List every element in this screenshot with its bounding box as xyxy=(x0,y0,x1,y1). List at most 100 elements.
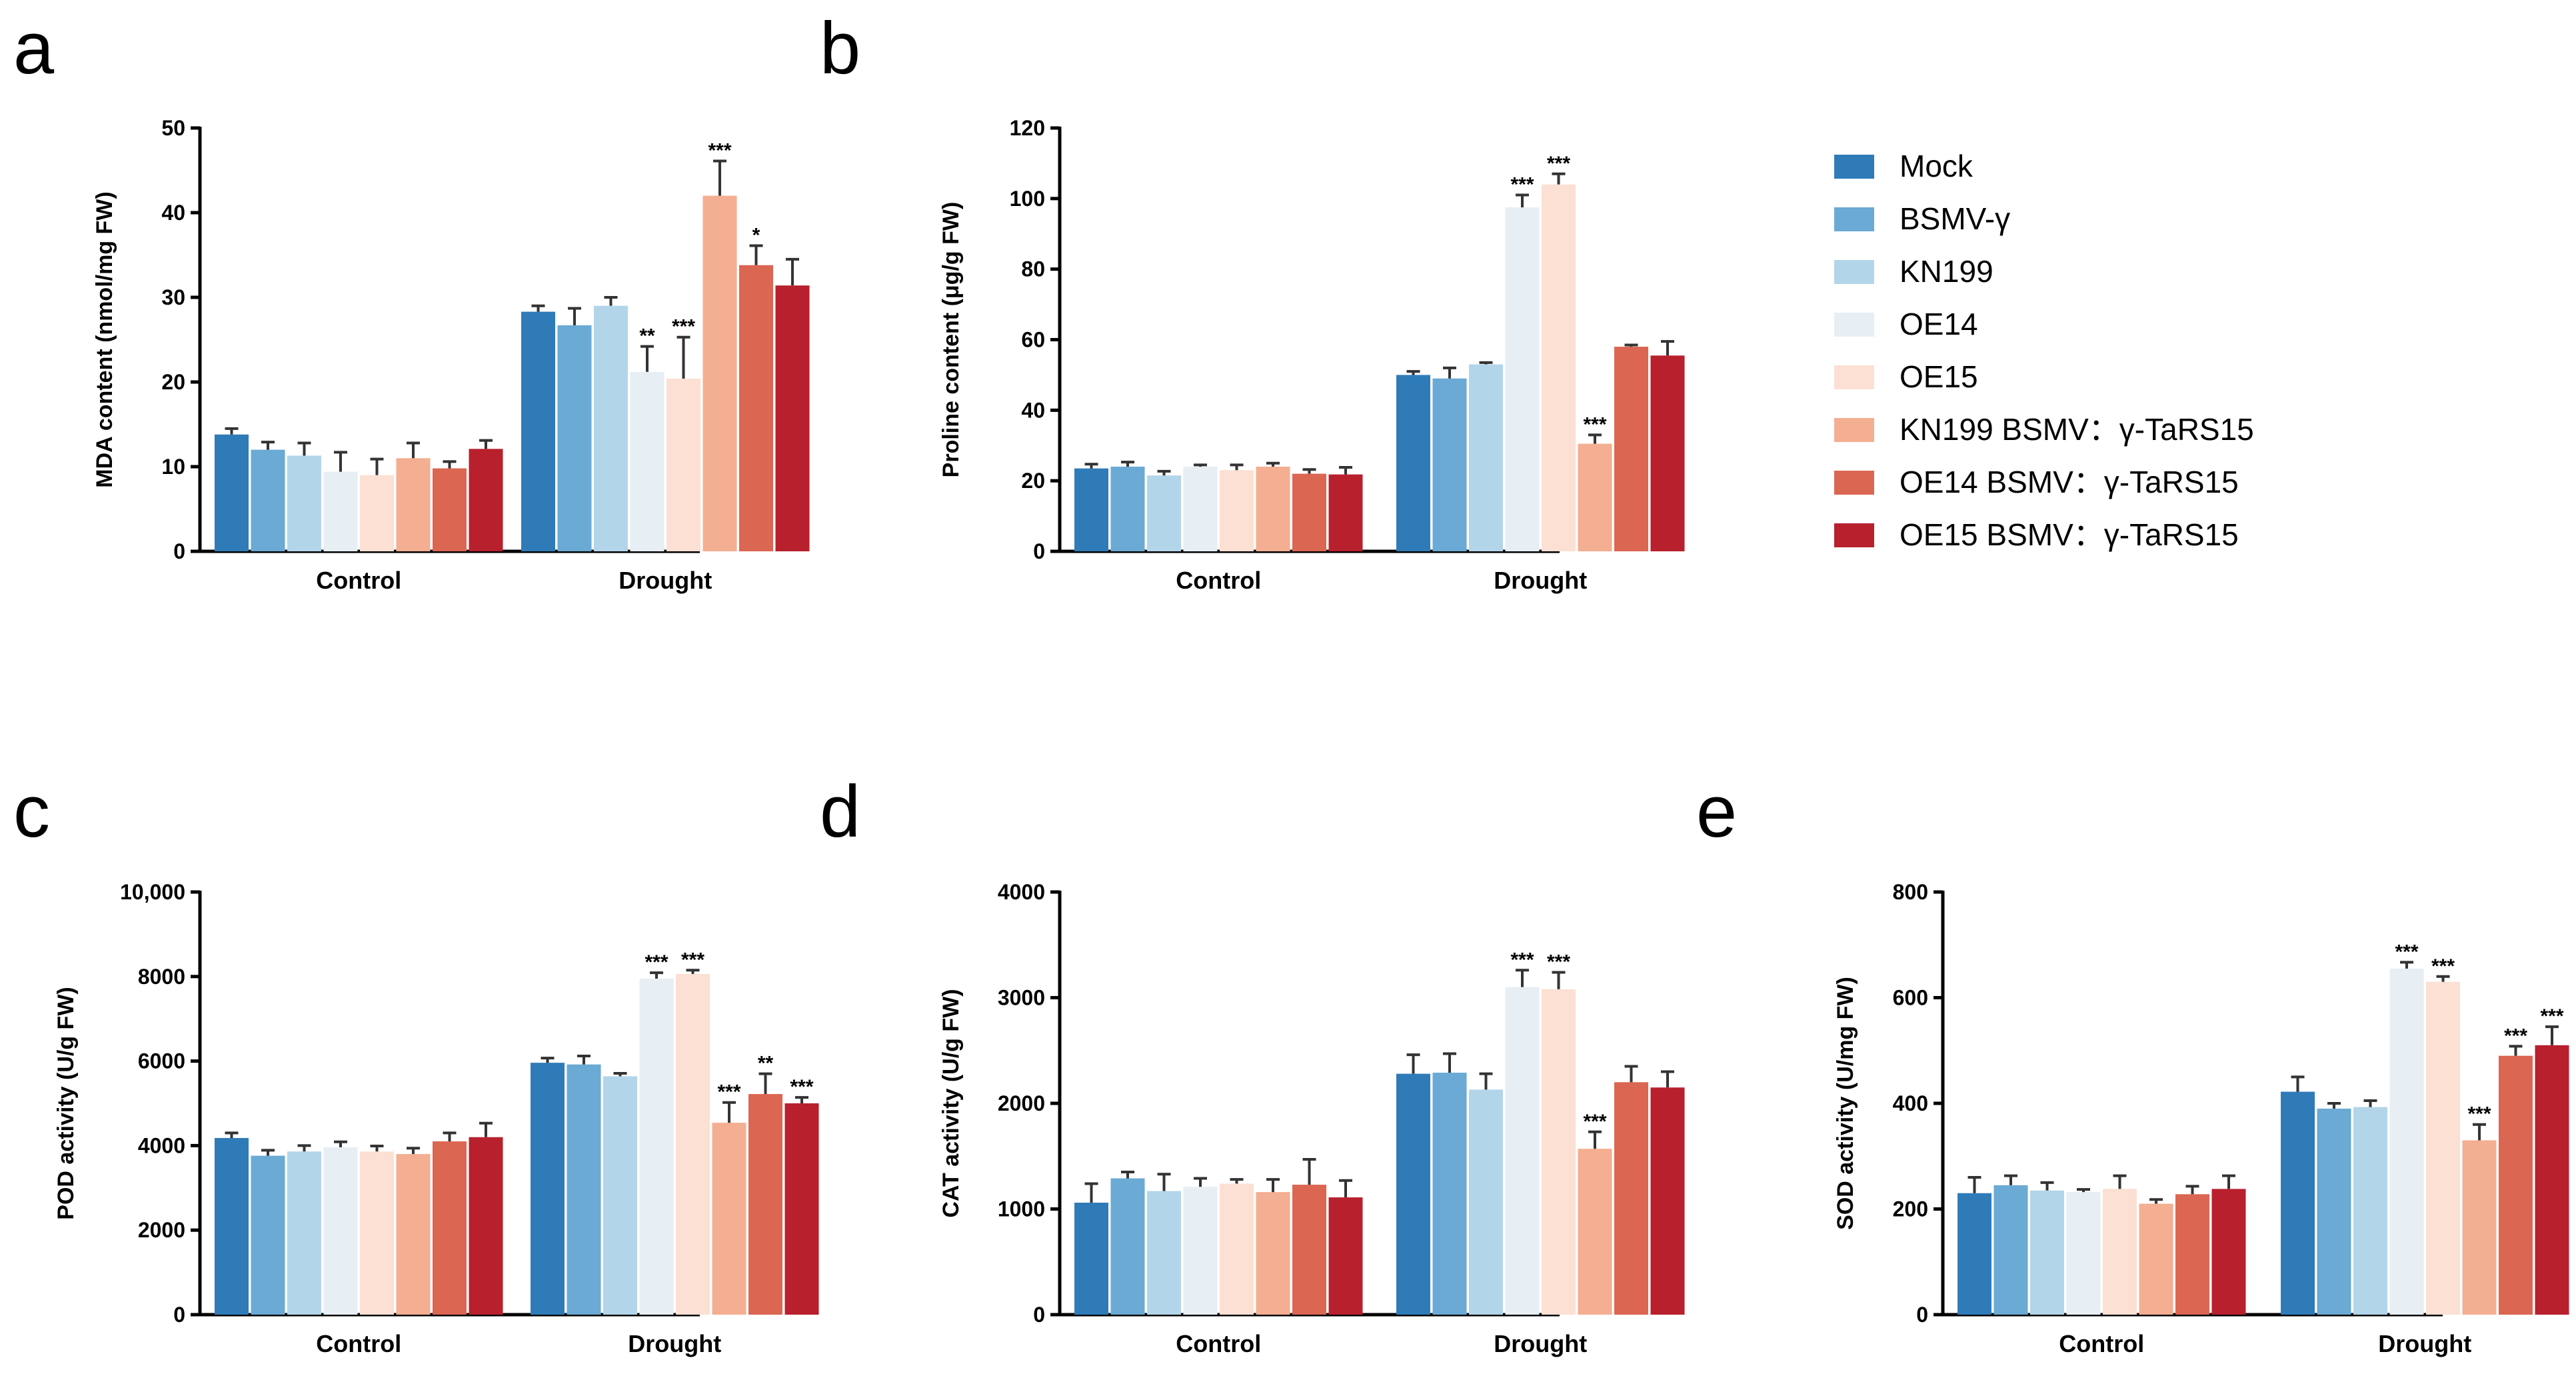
bar-control-3 xyxy=(1147,475,1181,551)
bar-control-1 xyxy=(1074,468,1108,551)
y-tick-label: 6000 xyxy=(138,1049,185,1073)
y-tick-label: 0 xyxy=(1916,1303,1928,1327)
bar-control-3 xyxy=(287,455,321,551)
legend-label: KN199 xyxy=(1900,254,1993,289)
significance-label: *** xyxy=(2431,955,2455,977)
significance-label: *** xyxy=(1583,1111,1606,1133)
legend-swatch xyxy=(1834,471,1874,495)
bar-drought-2 xyxy=(2317,1108,2351,1315)
bar-drought-7 xyxy=(1614,347,1648,551)
x-category-label: Drought xyxy=(2378,1330,2471,1357)
y-tick-label: 800 xyxy=(1893,880,1928,904)
bar-drought-1 xyxy=(531,1063,565,1315)
bar-control-5 xyxy=(360,475,394,551)
bar-control-6 xyxy=(1256,1192,1290,1315)
significance-label: *** xyxy=(708,140,731,162)
bar-drought-7 xyxy=(2499,1055,2533,1315)
legend-swatch xyxy=(1834,207,1874,231)
bar-control-5 xyxy=(1220,470,1254,551)
x-category-label: Drought xyxy=(628,1330,721,1357)
bar-control-1 xyxy=(215,434,249,551)
y-tick-label: 3000 xyxy=(998,986,1045,1010)
y-axis-title: MDA content (nmol/mg FW) xyxy=(92,191,117,487)
bar-drought-3 xyxy=(603,1076,637,1315)
significance-label: *** xyxy=(1583,413,1606,435)
y-tick-label: 30 xyxy=(161,285,185,309)
x-category-label: Drought xyxy=(1494,567,1587,594)
bar-drought-2 xyxy=(557,325,592,551)
significance-label: *** xyxy=(717,1081,740,1103)
panel-b: b Proline content (μg/g FW) 0 20 40 60 80 100 12… xyxy=(820,7,1685,594)
significance-label: *** xyxy=(2504,1025,2527,1047)
x-category-label: Control xyxy=(316,1330,401,1357)
y-tick-label: 20 xyxy=(161,370,185,394)
x-category-label: Control xyxy=(2059,1330,2144,1357)
bar-drought-1 xyxy=(521,311,555,551)
bar-drought-8 xyxy=(1650,1087,1685,1315)
bar-control-8 xyxy=(1328,1197,1363,1315)
bar-control-6 xyxy=(396,1154,431,1315)
bar-drought-8 xyxy=(2535,1045,2569,1315)
bar-drought-5 xyxy=(1542,989,1576,1315)
y-tick-label: 0 xyxy=(1033,539,1045,563)
x-category-label: Control xyxy=(1176,567,1261,594)
x-category-label: Drought xyxy=(1494,1330,1587,1357)
significance-label: *** xyxy=(1510,174,1534,196)
bar-drought-3 xyxy=(2353,1107,2387,1315)
bar-control-6 xyxy=(396,458,431,551)
x-category-label: Drought xyxy=(619,567,712,594)
y-tick-label: 60 xyxy=(1021,328,1045,352)
bar-control-4 xyxy=(1183,467,1218,551)
legend-swatch xyxy=(1834,313,1874,337)
significance-label: *** xyxy=(790,1076,813,1098)
legend-swatch xyxy=(1834,418,1874,442)
bar-control-2 xyxy=(1110,1178,1145,1315)
y-tick-label: 200 xyxy=(1893,1197,1928,1221)
bar-drought-5 xyxy=(676,973,710,1315)
significance-label: *** xyxy=(2467,1103,2491,1125)
y-tick-label: 20 xyxy=(1021,469,1045,493)
significance-label: *** xyxy=(681,949,704,971)
y-axis-title: Proline content (μg/g FW) xyxy=(938,202,964,478)
y-tick-label: 2000 xyxy=(998,1091,1045,1115)
legend: Mock BSMV-γ KN199 OE14 OE15 KN199 BSMV：γ-TaRS… xyxy=(1834,149,2254,552)
panel-letter-d: d xyxy=(820,771,860,853)
legend-label: OE15 BSMV：γ-TaRS15 xyxy=(1900,517,2239,552)
panel-letter-e: e xyxy=(1696,771,1737,853)
bar-control-8 xyxy=(1328,474,1363,551)
bar-drought-4 xyxy=(639,978,674,1315)
significance-label: *** xyxy=(2395,941,2418,963)
significance-label: *** xyxy=(1547,951,1570,973)
bar-control-7 xyxy=(1292,473,1326,551)
bar-drought-2 xyxy=(567,1064,601,1315)
legend-swatch xyxy=(1834,365,1874,389)
bar-control-1 xyxy=(1957,1193,1991,1315)
panel-d: d CAT activity (U/g FW) 0 1000 2000 3000 4000 C… xyxy=(820,771,1685,1357)
bar-drought-6 xyxy=(712,1123,746,1315)
x-category-label: Control xyxy=(316,567,401,594)
bar-control-5 xyxy=(360,1151,394,1315)
y-tick-label: 0 xyxy=(173,1303,185,1327)
bar-control-7 xyxy=(2175,1194,2209,1315)
significance-label: ** xyxy=(639,325,655,347)
y-tick-label: 4000 xyxy=(998,880,1045,904)
legend-swatch xyxy=(1834,155,1874,179)
legend-label: BSMV-γ xyxy=(1900,201,2010,236)
bar-drought-3 xyxy=(1469,364,1503,551)
bar-drought-6 xyxy=(702,195,737,552)
y-tick-label: 8000 xyxy=(138,965,185,989)
significance-label: *** xyxy=(672,316,695,338)
bar-control-3 xyxy=(287,1151,321,1315)
significance-label: *** xyxy=(1510,949,1534,971)
legend-swatch xyxy=(1834,523,1874,547)
bar-drought-4 xyxy=(1505,207,1540,551)
bar-drought-2 xyxy=(1432,378,1467,551)
legend-label: OE15 xyxy=(1900,359,1978,394)
bar-drought-8 xyxy=(775,285,810,551)
bar-drought-6 xyxy=(1578,1149,1612,1315)
bar-drought-3 xyxy=(1469,1089,1503,1315)
bar-control-8 xyxy=(469,1137,503,1315)
significance-label: *** xyxy=(2540,1005,2563,1027)
bar-drought-4 xyxy=(1505,987,1540,1315)
